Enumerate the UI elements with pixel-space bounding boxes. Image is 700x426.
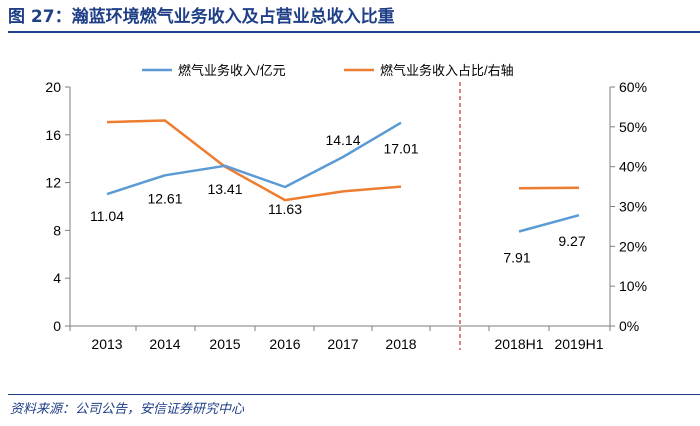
left-tick-label: 16	[45, 127, 61, 143]
data-label-revenue: 13.41	[207, 181, 242, 197]
series-line-revenue	[518, 213, 580, 233]
data-label-revenue: 14.14	[325, 132, 360, 148]
legend-label-revenue: 燃气业务收入/亿元	[178, 63, 286, 78]
x-tick-label: 2018	[385, 336, 416, 352]
right-tick-label: 10%	[619, 278, 647, 294]
left-tick-label: 8	[53, 222, 61, 238]
x-tick-label: 2017	[327, 336, 358, 352]
right-tick-label: 30%	[619, 199, 647, 215]
source-rule	[8, 394, 700, 395]
x-tick-label: 2015	[209, 336, 240, 352]
x-tick-label: 2016	[269, 336, 300, 352]
legend-label-share: 燃气业务收入占比/右轴	[380, 63, 514, 78]
figure-title: 图 27：瀚蓝环境燃气业务收入及占营业总收入比重	[8, 7, 395, 27]
right-tick-label: 0%	[619, 318, 639, 334]
series-line-revenue	[106, 121, 402, 196]
data-label-revenue: 12.61	[147, 190, 182, 206]
data-label-revenue: 17.01	[383, 141, 418, 157]
right-tick-label: 50%	[619, 119, 647, 135]
left-tick-label: 4	[53, 270, 61, 286]
right-tick-label: 60%	[619, 79, 647, 95]
series-line-share	[106, 119, 402, 202]
left-tick-label: 20	[45, 79, 61, 95]
title-rule	[8, 31, 700, 33]
x-tick-label: 2018H1	[494, 336, 543, 352]
right-tick-label: 40%	[619, 159, 647, 175]
data-label-revenue: 9.27	[558, 233, 585, 249]
x-tick-label: 2019H1	[554, 336, 603, 352]
left-tick-label: 0	[53, 318, 61, 334]
source-note: 资料来源：公司公告，安信证券研究中心	[10, 402, 245, 417]
data-label-revenue: 11.04	[90, 208, 124, 224]
right-tick-label: 20%	[619, 238, 647, 254]
x-tick-label: 2014	[149, 336, 180, 352]
data-label-revenue: 7.91	[503, 249, 530, 265]
data-label-revenue: 11.63	[268, 201, 302, 217]
left-tick-label: 12	[45, 175, 61, 191]
chart: 0 4 8 12 16 20 0% 10% 20% 30% 40% 50% 60% 2013 2014 201…	[45, 63, 647, 352]
x-tick-label: 2013	[91, 336, 122, 352]
